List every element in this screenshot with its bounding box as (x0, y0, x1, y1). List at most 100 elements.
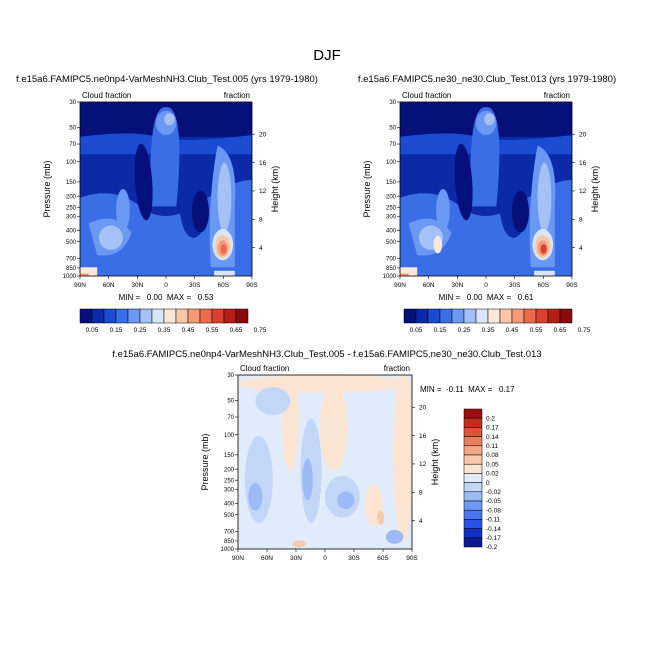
field-antarctic-sliver (214, 270, 235, 276)
y-tick-label: 700 (66, 257, 77, 263)
y-tick-label: 30 (227, 373, 234, 379)
y2-tick-label: 4 (579, 245, 583, 252)
colorbar-swatch (163, 308, 177, 324)
y2-axis-label: Height (km) (430, 439, 440, 486)
colorbar-label: -0.08 (486, 507, 501, 514)
y-tick-label: 50 (69, 126, 76, 132)
x-tick-label: 0 (164, 282, 168, 289)
colorbar-label: 0.05 (86, 327, 99, 334)
y2-tick-label: 20 (419, 404, 427, 411)
colorbar-swatch (223, 308, 237, 324)
x-tick-label: 30N (131, 282, 143, 289)
y-axis-label: Pressure (mb) (42, 160, 52, 217)
right-subtitle: fraction (384, 364, 410, 373)
colorbar-swatch (547, 308, 561, 324)
y2-tick-label: 4 (419, 518, 423, 525)
y2-tick-label: 20 (579, 131, 587, 138)
colorbar-label: 0.05 (410, 327, 423, 334)
field-dry-sh (191, 190, 209, 233)
colorbar-swatch (463, 491, 483, 502)
panel-title: f.e15a6.FAMIPC5.ne0np4-VarMeshNH3.Club_T… (112, 349, 541, 360)
colorbar-label: 0.55 (530, 327, 543, 334)
y2-tick-label: 8 (419, 489, 423, 496)
colorbar-swatch (463, 473, 483, 483)
panel-title: f.e15a6.FAMIPC5.ne30_ne30.Club_Test.013 … (358, 74, 616, 85)
colorbar-label: -0.2 (486, 544, 498, 551)
y-tick-label: 150 (386, 180, 397, 186)
colorbar-swatch (463, 454, 483, 465)
y-tick-label: 150 (224, 453, 235, 459)
field-sh-low-peak (540, 244, 547, 254)
diff-positive-area (238, 375, 412, 393)
colorbar-label: 0.15 (110, 327, 123, 334)
colorbar-swatch (535, 308, 549, 324)
colorbar-swatch (79, 308, 93, 324)
x-tick-label: 30S (189, 282, 201, 289)
field-antarctic-sliver (534, 270, 555, 276)
colorbar-swatch (175, 308, 189, 324)
y-tick-label: 50 (389, 126, 396, 132)
x-tick-label: 60N (423, 282, 435, 289)
y-tick-label: 400 (386, 229, 397, 235)
y-tick-label: 70 (69, 142, 76, 148)
colorbar-swatch (463, 509, 483, 520)
colorbar-swatch (463, 408, 483, 419)
y-tick-label: 70 (227, 415, 234, 421)
y2-tick-label: 12 (579, 188, 587, 195)
y-tick-label: 70 (389, 142, 396, 148)
field-arctic-sliver-core (80, 273, 89, 276)
diff-negative-core (302, 458, 313, 501)
x-tick-label: 30N (451, 282, 463, 289)
colorbar-swatch (127, 308, 141, 324)
x-tick-label: 30S (348, 555, 360, 562)
colorbar-label: 0.35 (158, 327, 171, 334)
colorbar-label: 0.75 (254, 327, 267, 334)
y-tick-label: 100 (386, 160, 397, 166)
y-axis-label: Pressure (mb) (362, 160, 372, 217)
y-tick-label: 400 (224, 502, 235, 508)
y-tick-label: 1000 (221, 547, 235, 553)
panel-title: f.e15a6.FAMIPC5.ne0np4-VarMeshNH3.Club_T… (16, 74, 318, 85)
y-tick-label: 850 (386, 266, 397, 272)
colorbar-swatch (463, 500, 483, 511)
colorbar-swatch (463, 528, 483, 539)
colorbar-swatch (463, 537, 483, 548)
diff-positive-area (392, 375, 412, 541)
colorbar-label: -0.11 (486, 517, 501, 524)
field-nh-low-peak (433, 235, 443, 254)
y-tick-label: 100 (224, 433, 235, 439)
diff-negative-core (385, 529, 404, 544)
colorbar-label: 0.25 (134, 327, 147, 334)
min-max-stats: MIN = -0.11 MAX = 0.17 (420, 385, 515, 394)
field-nh-column (436, 189, 450, 231)
y2-tick-label: 12 (419, 461, 427, 468)
field-tower-peak (484, 113, 495, 126)
colorbar-label: 0.08 (486, 452, 499, 459)
y-tick-label: 1000 (63, 274, 77, 280)
left-subtitle: Cloud fraction (240, 364, 289, 373)
colorbar-label: 0.2 (486, 415, 495, 422)
contour-field (80, 102, 252, 276)
diff-negative-area (244, 435, 273, 523)
x-tick-label: 90N (232, 555, 244, 562)
colorbar-swatch (151, 308, 165, 324)
chart-panel-3: 90N 60N 30N 0 30S 60S 90S305070100150200250300… (112, 349, 541, 562)
field-dry-sh (511, 190, 529, 233)
colorbar-label: 0.55 (206, 327, 219, 334)
colorbar-swatch (427, 308, 441, 324)
colorbar-label: 0.25 (458, 327, 471, 334)
colorbar-swatch (115, 308, 129, 324)
y2-tick-label: 8 (259, 216, 263, 223)
colorbar-swatch (475, 308, 489, 324)
y-tick-label: 50 (227, 399, 234, 405)
page-title: DJF (313, 47, 341, 64)
colorbar-label: 0.02 (486, 471, 499, 478)
field-arctic-sliver (80, 267, 98, 276)
colorbar-label: 0.35 (482, 327, 495, 334)
colorbar-swatch (199, 308, 213, 324)
y-tick-label: 500 (224, 513, 235, 519)
x-tick-label: 90S (246, 282, 258, 289)
diff-negative-core (337, 491, 355, 509)
colorbar-swatch (511, 308, 525, 324)
field-dry-nh (454, 143, 473, 221)
